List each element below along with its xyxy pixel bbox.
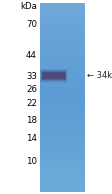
Bar <box>40 144 85 147</box>
Bar <box>40 3 85 5</box>
Bar <box>40 149 85 152</box>
Text: 70: 70 <box>26 20 37 29</box>
Bar <box>40 121 85 124</box>
Text: 10: 10 <box>26 157 37 166</box>
Bar <box>40 128 85 131</box>
Bar <box>40 107 85 109</box>
Bar <box>40 158 85 161</box>
Bar <box>40 17 85 19</box>
Bar <box>40 161 85 164</box>
Bar <box>40 5 85 8</box>
Bar <box>40 180 85 183</box>
Bar <box>40 109 85 112</box>
Bar <box>40 123 85 126</box>
Bar <box>40 45 85 48</box>
FancyBboxPatch shape <box>41 71 66 81</box>
FancyBboxPatch shape <box>42 73 65 79</box>
Bar <box>40 166 85 168</box>
Bar <box>40 118 85 121</box>
Bar <box>40 52 85 55</box>
Bar <box>40 92 85 95</box>
Text: 14: 14 <box>26 134 37 143</box>
Bar <box>40 50 85 53</box>
Bar <box>40 156 85 159</box>
Text: 33: 33 <box>26 72 37 81</box>
Bar <box>40 66 85 69</box>
Bar <box>40 154 85 157</box>
Bar <box>40 111 85 114</box>
Bar <box>40 102 85 105</box>
Bar <box>40 168 85 171</box>
Text: kDa: kDa <box>20 2 37 11</box>
Bar <box>40 48 85 50</box>
Bar <box>40 57 85 60</box>
FancyBboxPatch shape <box>42 72 66 80</box>
Bar <box>40 114 85 116</box>
Bar <box>40 14 85 17</box>
Text: 44: 44 <box>26 51 37 60</box>
Bar <box>40 78 85 81</box>
Bar <box>40 74 85 76</box>
Bar <box>40 7 85 10</box>
Bar <box>40 69 85 71</box>
Bar <box>40 88 85 90</box>
Bar <box>40 184 85 187</box>
Bar <box>40 40 85 43</box>
FancyBboxPatch shape <box>40 69 67 82</box>
Bar <box>40 76 85 79</box>
Bar <box>40 55 85 57</box>
Bar <box>40 21 85 24</box>
Text: ← 34kDa: ← 34kDa <box>87 71 112 80</box>
Bar <box>40 100 85 102</box>
Bar <box>40 173 85 176</box>
Text: 18: 18 <box>26 116 37 125</box>
Bar <box>40 10 85 12</box>
Bar <box>40 36 85 38</box>
Bar <box>40 19 85 22</box>
Bar <box>40 83 85 86</box>
Bar <box>40 97 85 100</box>
Text: 26: 26 <box>26 85 37 94</box>
Bar <box>40 43 85 45</box>
Bar <box>40 81 85 83</box>
Bar <box>40 104 85 107</box>
Bar <box>40 126 85 128</box>
Bar <box>40 163 85 166</box>
Bar <box>40 33 85 36</box>
Bar <box>40 152 85 154</box>
Bar <box>40 38 85 41</box>
Bar <box>40 140 85 142</box>
Bar <box>40 90 85 93</box>
Bar <box>40 29 85 31</box>
Bar <box>40 133 85 135</box>
Bar <box>40 31 85 34</box>
Bar <box>40 71 85 74</box>
Text: 22: 22 <box>26 99 37 108</box>
Bar <box>40 24 85 27</box>
Bar <box>40 175 85 178</box>
Bar <box>40 62 85 64</box>
Bar <box>40 12 85 15</box>
Bar <box>40 182 85 185</box>
Bar <box>40 142 85 145</box>
Bar <box>40 26 85 29</box>
Bar <box>40 187 85 190</box>
Bar <box>40 170 85 173</box>
Bar <box>40 137 85 140</box>
Bar <box>40 189 85 192</box>
Bar <box>40 64 85 67</box>
Bar <box>40 147 85 150</box>
Bar <box>40 178 85 180</box>
Bar <box>40 135 85 138</box>
Bar <box>40 85 85 88</box>
Bar <box>40 130 85 133</box>
Bar <box>40 95 85 97</box>
Bar <box>40 59 85 62</box>
Bar <box>40 116 85 119</box>
